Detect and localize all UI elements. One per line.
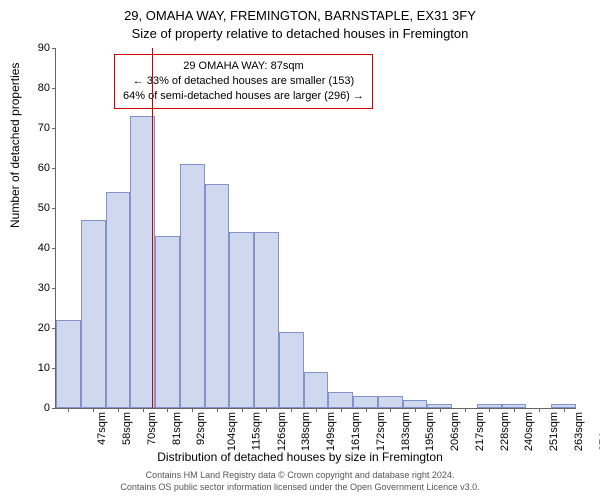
plot-area: 29 OMAHA WAY: 87sqm ← 33% of detached ho… (55, 48, 576, 409)
x-axis-label: Distribution of detached houses by size … (0, 450, 600, 464)
x-tick-label: 263sqm (573, 412, 585, 451)
chart-title-subtitle: Size of property relative to detached ho… (0, 26, 600, 41)
x-tick-mark (514, 408, 515, 412)
y-tick-mark (52, 408, 56, 409)
x-tick-mark (489, 408, 490, 412)
footer-line1: Contains HM Land Registry data © Crown c… (0, 470, 600, 482)
histogram-bar (106, 192, 131, 408)
x-tick-mark (192, 408, 193, 412)
histogram-bar (56, 320, 81, 408)
x-tick-mark (440, 408, 441, 412)
x-tick-mark (242, 408, 243, 412)
x-tick-label: 240sqm (523, 412, 535, 451)
y-tick-mark (52, 208, 56, 209)
histogram-bar (353, 396, 378, 408)
x-tick-label: 138sqm (301, 412, 313, 451)
histogram-bar (205, 184, 230, 408)
x-tick-mark (167, 408, 168, 412)
callout-line1: 29 OMAHA WAY: 87sqm (123, 59, 364, 74)
x-tick-label: 92sqm (195, 412, 207, 445)
histogram-bar (328, 392, 353, 408)
x-tick-mark (68, 408, 69, 412)
histogram-bar (81, 220, 106, 408)
footer-attribution: Contains HM Land Registry data © Crown c… (0, 470, 600, 493)
histogram-bar (180, 164, 205, 408)
x-tick-label: 228sqm (499, 412, 511, 451)
x-tick-mark (415, 408, 416, 412)
x-tick-label: 104sqm (226, 412, 238, 451)
x-tick-label: 47sqm (96, 412, 108, 445)
callout-line3: 64% of semi-detached houses are larger (… (123, 89, 364, 104)
x-tick-label: 58sqm (121, 412, 133, 445)
x-tick-mark (118, 408, 119, 412)
chart-title-address: 29, OMAHA WAY, FREMINGTON, BARNSTAPLE, E… (0, 8, 600, 23)
x-tick-mark (93, 408, 94, 412)
x-tick-label: 70sqm (146, 412, 158, 445)
x-tick-mark (564, 408, 565, 412)
x-tick-mark (316, 408, 317, 412)
x-tick-mark (341, 408, 342, 412)
x-tick-label: 81sqm (171, 412, 183, 445)
y-tick-mark (52, 248, 56, 249)
x-tick-label: 126sqm (276, 412, 288, 451)
histogram-bar (254, 232, 279, 408)
x-tick-label: 251sqm (548, 412, 560, 451)
y-tick-mark (52, 88, 56, 89)
y-axis-label: Number of detached properties (8, 63, 22, 228)
y-tick-mark (52, 128, 56, 129)
histogram-bar (155, 236, 180, 408)
x-tick-label: 217sqm (474, 412, 486, 451)
x-tick-mark (266, 408, 267, 412)
histogram-bar (279, 332, 304, 408)
callout-line2: ← 33% of detached houses are smaller (15… (123, 74, 364, 89)
chart-container: 29, OMAHA WAY, FREMINGTON, BARNSTAPLE, E… (0, 0, 600, 500)
footer-line2: Contains OS public sector information li… (0, 482, 600, 494)
y-tick-mark (52, 288, 56, 289)
y-tick-mark (52, 168, 56, 169)
x-tick-label: 161sqm (350, 412, 362, 451)
x-tick-mark (465, 408, 466, 412)
x-tick-label: 149sqm (325, 412, 337, 451)
histogram-bar (403, 400, 428, 408)
x-tick-mark (291, 408, 292, 412)
histogram-bar (229, 232, 254, 408)
x-tick-mark (217, 408, 218, 412)
x-tick-label: 183sqm (400, 412, 412, 451)
x-tick-label: 195sqm (424, 412, 436, 451)
marker-line (152, 48, 153, 408)
x-tick-label: 115sqm (250, 412, 262, 450)
x-tick-label: 206sqm (449, 412, 461, 451)
x-tick-mark (143, 408, 144, 412)
x-tick-mark (366, 408, 367, 412)
x-tick-mark (539, 408, 540, 412)
x-tick-mark (390, 408, 391, 412)
x-tick-label: 172sqm (375, 412, 387, 451)
histogram-bar (378, 396, 403, 408)
histogram-bar (304, 372, 329, 408)
y-tick-mark (52, 48, 56, 49)
